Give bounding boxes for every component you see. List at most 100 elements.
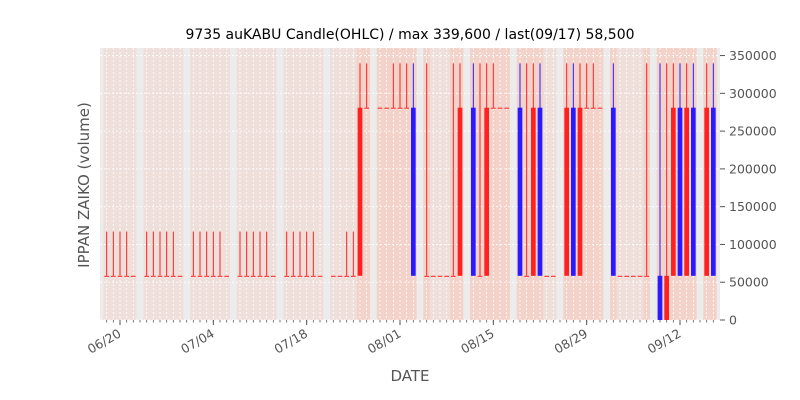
candle-body <box>471 107 476 276</box>
y-tick-label: 200000 <box>729 161 777 176</box>
candle-body <box>431 275 436 277</box>
candle-body <box>111 275 116 277</box>
candle-body <box>544 275 549 277</box>
candle-body <box>117 275 123 277</box>
candle-body <box>284 275 289 277</box>
candle-body <box>271 275 276 277</box>
candle-body <box>597 107 603 109</box>
candle-body <box>317 275 323 277</box>
y-tick-label: 100000 <box>729 237 777 252</box>
candle-body <box>144 275 149 277</box>
x-tick-label: 08/01 <box>365 326 404 357</box>
x-axis: 06/20 07/04 07/18 08/01 08/15 08/29 09/12 <box>85 320 714 357</box>
candle-body <box>424 275 429 277</box>
candle-body <box>344 275 349 277</box>
candle-body <box>584 107 589 109</box>
candle-body <box>637 275 643 277</box>
x-tick-label: 07/04 <box>178 326 217 357</box>
candle-body <box>691 107 696 276</box>
candle-body <box>531 107 536 276</box>
candle-body <box>204 275 209 277</box>
candle-body <box>404 107 409 109</box>
candle-body <box>197 275 203 277</box>
candle-body <box>451 275 456 277</box>
candle-body <box>477 275 483 277</box>
candle-body <box>244 275 249 277</box>
candle-body <box>457 107 463 276</box>
candle-body <box>217 275 223 277</box>
candle-body <box>384 107 389 109</box>
candle-body <box>251 275 256 277</box>
candle-body <box>124 275 129 277</box>
candle-body <box>677 107 683 276</box>
chart-title: 9735 auKABU Candle(OHLC) / max 339,600 /… <box>185 27 634 43</box>
y-axis: 0 50000 100000 150000 200000 250000 300000 3500… <box>720 48 777 328</box>
x-tick-label: 06/20 <box>85 326 124 357</box>
candle-body <box>611 107 616 276</box>
candle-body <box>157 275 163 277</box>
candle-body <box>224 275 229 277</box>
candle-body <box>571 107 576 276</box>
candle-body <box>537 107 543 276</box>
candle-body <box>551 275 556 277</box>
candle-body <box>437 275 443 277</box>
candle-body <box>351 275 356 277</box>
candle-body <box>711 107 716 276</box>
candle-body <box>644 275 649 277</box>
y-tick-label: 150000 <box>729 199 777 214</box>
candle-body <box>631 275 636 277</box>
candle-body <box>617 275 623 277</box>
candle-body <box>664 275 669 320</box>
y-tick-label: 50000 <box>729 275 769 290</box>
candle-body <box>397 107 403 109</box>
candle-body <box>297 275 303 277</box>
candle-body <box>357 107 363 276</box>
candle-body <box>704 107 709 276</box>
candle-body <box>657 275 663 320</box>
candle-body <box>131 275 136 277</box>
candle-body <box>524 275 529 277</box>
candle-body <box>591 107 596 109</box>
candle-body <box>484 107 489 276</box>
candle-body <box>291 275 296 277</box>
candles <box>104 63 716 320</box>
candle-body <box>164 275 169 277</box>
candle-body <box>331 275 336 277</box>
candle-body <box>411 107 416 276</box>
x-axis-label: DATE <box>390 367 429 385</box>
candle-body <box>237 275 243 277</box>
x-tick-label: 09/12 <box>645 326 684 357</box>
candle-body <box>104 275 109 277</box>
candle-body <box>497 107 503 109</box>
candle-body <box>264 275 269 277</box>
candle-body <box>191 275 196 277</box>
candle-body <box>171 275 176 277</box>
candle-body <box>444 275 449 277</box>
candle-body <box>624 275 629 277</box>
candle-body <box>684 107 689 276</box>
candle-body <box>364 107 369 109</box>
candle-body <box>177 275 183 277</box>
candle-body <box>577 107 583 276</box>
candle-body <box>257 275 263 277</box>
x-tick-label: 08/29 <box>551 326 590 357</box>
y-tick-label: 0 <box>729 313 737 328</box>
candle-body <box>151 275 156 277</box>
candle-body <box>504 107 509 109</box>
candle-body <box>311 275 316 277</box>
candle-body <box>211 275 216 277</box>
candle-body <box>337 275 343 277</box>
y-tick-label: 250000 <box>729 124 777 139</box>
x-tick-label: 08/15 <box>458 326 497 357</box>
candle-body <box>377 107 383 109</box>
x-tick-label: 07/18 <box>271 326 310 357</box>
candle-body <box>671 107 676 276</box>
candle-body <box>304 275 309 277</box>
y-axis-label: IPPAN ZAIKO (volume) <box>75 102 93 268</box>
shade-bands <box>103 48 717 320</box>
candle-body <box>564 107 569 276</box>
y-tick-label: 350000 <box>729 48 777 63</box>
y-tick-label: 300000 <box>729 86 777 101</box>
candle-body <box>391 107 396 109</box>
